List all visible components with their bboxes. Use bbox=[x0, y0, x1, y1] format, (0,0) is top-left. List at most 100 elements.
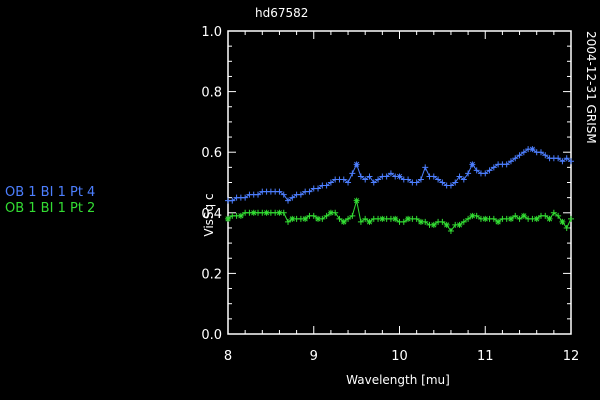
data-point bbox=[568, 215, 574, 222]
data-point bbox=[563, 224, 570, 231]
data-point bbox=[353, 161, 360, 168]
data-point bbox=[555, 212, 562, 219]
data-point bbox=[280, 191, 287, 198]
data-point bbox=[306, 188, 313, 195]
data-point bbox=[482, 170, 489, 177]
data-point bbox=[336, 215, 343, 222]
data-point bbox=[319, 215, 326, 222]
data-point bbox=[315, 185, 322, 192]
data-point bbox=[546, 215, 553, 222]
data-point bbox=[495, 218, 502, 225]
y-tick-label: 1.0 bbox=[201, 25, 222, 40]
data-point bbox=[340, 176, 347, 183]
y-tick-label: 0.0 bbox=[201, 328, 222, 343]
data-point bbox=[473, 167, 480, 174]
data-point bbox=[345, 179, 352, 186]
plot-frame bbox=[227, 30, 572, 335]
data-point bbox=[396, 173, 403, 180]
data-point bbox=[469, 161, 476, 168]
data-point bbox=[315, 215, 322, 222]
data-point bbox=[542, 212, 549, 219]
x-tick-label: 10 bbox=[391, 349, 408, 364]
data-point bbox=[392, 215, 399, 222]
data-point bbox=[482, 215, 489, 222]
data-point bbox=[332, 209, 339, 216]
data-point bbox=[507, 215, 514, 222]
data-point bbox=[516, 215, 523, 222]
data-point bbox=[465, 170, 472, 177]
data-point bbox=[430, 221, 437, 228]
data-point bbox=[340, 218, 347, 225]
chart-title: hd67582 bbox=[255, 6, 308, 20]
data-point bbox=[417, 176, 424, 183]
data-point bbox=[289, 215, 296, 222]
data-point bbox=[507, 158, 514, 165]
data-point bbox=[439, 218, 446, 225]
data-point bbox=[413, 215, 420, 222]
series-layer bbox=[225, 146, 574, 234]
series-line bbox=[227, 200, 572, 232]
data-point bbox=[357, 218, 364, 225]
data-point bbox=[327, 179, 334, 186]
data-point bbox=[542, 152, 549, 159]
data-point bbox=[486, 167, 493, 174]
data-point bbox=[405, 176, 412, 183]
data-point bbox=[405, 215, 412, 222]
data-point bbox=[447, 227, 454, 234]
data-point bbox=[452, 179, 459, 186]
data-point bbox=[362, 215, 369, 222]
data-point bbox=[302, 215, 309, 222]
data-point bbox=[366, 173, 373, 180]
y-axis-label: VisSq c bbox=[202, 193, 216, 236]
data-point bbox=[512, 155, 519, 162]
data-point bbox=[276, 188, 283, 195]
data-point bbox=[465, 215, 472, 222]
data-point bbox=[353, 197, 360, 204]
x-axis-label: Wavelength [mu] bbox=[346, 373, 450, 387]
series-2 bbox=[225, 197, 574, 234]
data-point bbox=[323, 182, 330, 189]
legend-entry: OB 1 BI 1 Pt 4 bbox=[5, 185, 95, 200]
data-point bbox=[255, 191, 262, 198]
data-point bbox=[559, 218, 566, 225]
data-point bbox=[490, 164, 497, 171]
data-point bbox=[422, 164, 429, 171]
data-point bbox=[400, 218, 407, 225]
data-point bbox=[366, 218, 373, 225]
data-point bbox=[568, 158, 574, 165]
x-tick-label: 12 bbox=[563, 349, 580, 364]
data-point bbox=[289, 194, 296, 201]
data-point bbox=[362, 176, 369, 183]
data-point bbox=[550, 209, 557, 216]
data-point bbox=[559, 158, 566, 165]
data-point bbox=[430, 173, 437, 180]
data-point bbox=[323, 212, 330, 219]
data-point bbox=[529, 146, 536, 153]
tick-layer: 8 9 10 11 12 0.0 0.2 0.4 0.6 0.8 1.0 bbox=[201, 25, 579, 364]
data-point bbox=[229, 197, 236, 204]
data-point bbox=[297, 191, 304, 198]
data-point bbox=[413, 179, 420, 186]
data-point bbox=[263, 209, 270, 216]
data-point bbox=[473, 212, 480, 219]
x-tick-label: 9 bbox=[310, 349, 318, 364]
text-layer: hd67582 Wavelength [mu] VisSq c 2004-12-… bbox=[202, 6, 598, 387]
data-point bbox=[520, 212, 527, 219]
plot-frame-layer bbox=[227, 30, 572, 335]
data-point bbox=[456, 173, 463, 180]
date-grism-label: 2004-12-31 GRISM bbox=[584, 31, 598, 144]
x-tick-label: 11 bbox=[477, 349, 494, 364]
legend-entry: OB 1 BI 1 Pt 2 bbox=[5, 201, 95, 216]
legend: OB 1 BI 1 Pt 4OB 1 BI 1 Pt 2 bbox=[5, 185, 95, 216]
data-point bbox=[285, 197, 292, 204]
data-point bbox=[447, 182, 454, 189]
data-point bbox=[456, 221, 463, 228]
data-point bbox=[345, 215, 352, 222]
data-point bbox=[349, 170, 356, 177]
data-point bbox=[327, 209, 334, 216]
y-tick-label: 0.2 bbox=[201, 267, 222, 282]
data-point bbox=[563, 155, 570, 162]
data-point bbox=[503, 161, 510, 168]
data-point bbox=[237, 212, 244, 219]
